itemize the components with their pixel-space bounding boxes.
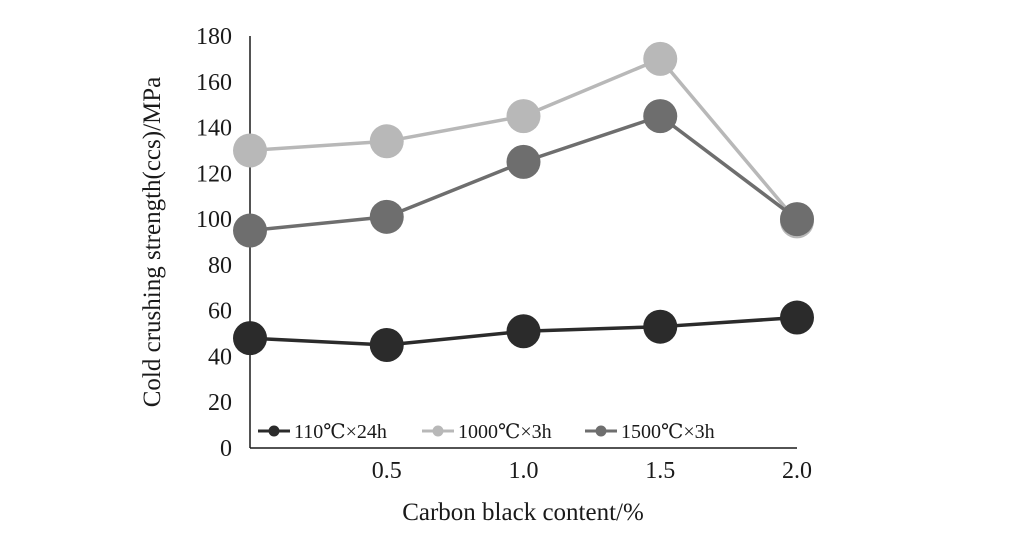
legend-item: 110℃×24h [258,421,387,443]
data-point [643,309,678,344]
legend-marker [595,425,607,437]
data-point [643,41,678,76]
y-tick-label: 120 [196,161,232,187]
data-point [369,199,404,234]
x-axis-label: Carbon black content/% [402,499,644,526]
legend-marker [268,425,280,437]
data-point [506,314,541,349]
data-point [780,202,814,237]
legend-item: 1500℃×3h [585,421,715,443]
legend-label: 1000℃×3h [458,421,552,443]
legend: 110℃×24h 1000℃×3h 1500℃×3h [258,421,715,443]
x-tick-label: 2.0 [782,458,812,484]
legend-label: 110℃×24h [294,421,387,443]
y-tick-label: 20 [208,390,232,416]
y-tick-label: 140 [196,116,232,142]
data-point [233,321,267,356]
data-point [369,124,404,159]
data-point [506,144,541,179]
y-tick-label: 160 [196,70,232,96]
x-tick-label: 0.5 [372,458,402,484]
series-group [233,300,814,362]
y-tick-label: 0 [220,436,232,462]
data-point [780,300,814,335]
y-tick-label: 40 [208,344,232,370]
data-point [369,328,404,362]
series-layer [233,41,814,362]
data-point [643,99,678,134]
data-point [233,213,267,248]
y-tick-labels: 0 20 40 60 80 100 120 140 160 180 [196,24,232,462]
legend-item: 1000℃×3h [422,421,552,443]
series-group [233,41,814,239]
x-tick-label: 1.0 [509,458,539,484]
y-tick-label: 80 [208,253,232,279]
y-axis-label: Cold crushing strength(ccs)/MPa [139,77,166,408]
data-point [506,99,541,134]
legend-marker [432,425,444,437]
y-tick-label: 60 [208,299,232,325]
y-tick-label: 180 [196,24,232,50]
series-line [249,57,799,223]
data-point [233,133,267,168]
x-tick-label: 1.5 [645,458,675,484]
series-group [233,99,814,248]
legend-label: 1500℃×3h [621,421,715,443]
plot-area [249,36,797,449]
y-tick-label: 100 [196,207,232,233]
x-tick-labels: 0.5 1.0 1.5 2.0 [372,458,812,484]
